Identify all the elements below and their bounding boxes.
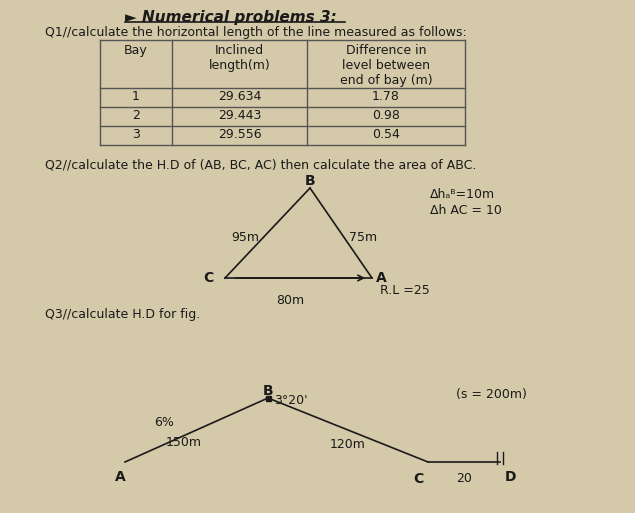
Text: ► Numerical problems 3:: ► Numerical problems 3:: [125, 10, 337, 25]
Text: Difference in
level between
end of bay (m): Difference in level between end of bay (…: [340, 44, 432, 87]
Text: 3°20': 3°20': [274, 394, 307, 407]
Text: D: D: [504, 470, 516, 484]
Text: Inclined
length(m): Inclined length(m): [209, 44, 271, 72]
Text: 0.98: 0.98: [372, 109, 400, 122]
Text: 80m: 80m: [276, 294, 304, 307]
Text: A: A: [115, 470, 125, 484]
Text: Q3//calculate H.D for fig.: Q3//calculate H.D for fig.: [45, 308, 200, 321]
Text: A: A: [376, 271, 387, 285]
Text: Q1//calculate the horizontal length of the line measured as follows:: Q1//calculate the horizontal length of t…: [45, 26, 467, 39]
Text: 6%: 6%: [154, 416, 174, 429]
Text: (s = 200m): (s = 200m): [456, 388, 527, 401]
Text: 95m: 95m: [231, 231, 259, 244]
Text: 150m: 150m: [166, 436, 202, 449]
Text: 1.78: 1.78: [372, 90, 400, 103]
Text: Δh AC = 10: Δh AC = 10: [430, 204, 502, 217]
Text: C: C: [413, 472, 423, 486]
Text: 120m: 120m: [330, 438, 366, 451]
Text: 75m: 75m: [349, 231, 377, 244]
Text: B: B: [263, 384, 273, 398]
Text: 2: 2: [132, 109, 140, 122]
Text: Bay: Bay: [124, 44, 148, 57]
Text: 3: 3: [132, 128, 140, 141]
Text: Δhₐᴮ=10m: Δhₐᴮ=10m: [430, 188, 495, 201]
Text: 29.443: 29.443: [218, 109, 261, 122]
Text: 1: 1: [132, 90, 140, 103]
Polygon shape: [266, 396, 271, 401]
Text: R.L =25: R.L =25: [380, 284, 430, 297]
Text: Q2//calculate the H.D of (AB, BC, AC) then calculate the area of ABC.: Q2//calculate the H.D of (AB, BC, AC) th…: [45, 158, 476, 171]
Text: 29.556: 29.556: [218, 128, 262, 141]
Text: 20: 20: [456, 472, 472, 485]
Text: 0.54: 0.54: [372, 128, 400, 141]
Text: 29.634: 29.634: [218, 90, 261, 103]
Text: B: B: [305, 174, 316, 188]
Text: C: C: [203, 271, 213, 285]
